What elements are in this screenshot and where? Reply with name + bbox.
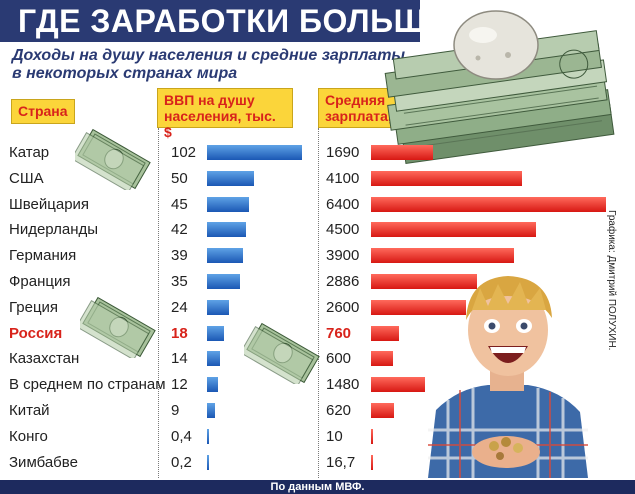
- wage-bar: [371, 248, 515, 264]
- table-row: Россия 18 760: [0, 321, 635, 347]
- wage-bar: [371, 403, 394, 418]
- wage-value-label: 2886: [326, 273, 360, 290]
- gdp-header-line-1: ВВП на душу: [164, 92, 255, 108]
- country-name: Германия: [9, 247, 77, 265]
- gdp-bar: [207, 325, 224, 341]
- wage-column-divider: [318, 128, 319, 478]
- table-row: Зимбабве 0,2 16,7: [0, 450, 635, 476]
- wage-value-label: 620: [326, 402, 352, 419]
- dollar-bill-icon: [75, 128, 151, 190]
- table-row: Швейцария 45 6400: [0, 192, 635, 218]
- wage-bar: [371, 170, 522, 186]
- wage-value-label: 4500: [326, 221, 360, 239]
- country-name: Нидерланды: [9, 221, 99, 239]
- gdp-value-label: 12: [171, 376, 188, 394]
- gdp-value-label: 102: [171, 144, 197, 161]
- country-name: Зимбабве: [9, 453, 78, 471]
- excited-man-illustration: [428, 276, 588, 478]
- gdp-bar: [207, 196, 249, 212]
- country-name: Казахстан: [9, 350, 80, 368]
- gdp-value-label: 9: [171, 402, 180, 419]
- wage-value-label: 1480: [326, 376, 360, 394]
- title-bar: ГДЕ ЗАРАБОТКИ БОЛЬШЕ: [0, 0, 448, 42]
- gdp-bar: [207, 299, 230, 315]
- gdp-value-label: 18: [171, 324, 188, 342]
- wage-bar: [371, 274, 477, 289]
- country-name: Швейцария: [9, 195, 90, 213]
- wage-value-label: 16,7: [326, 453, 356, 471]
- gdp-bar: [207, 274, 240, 289]
- footer-bar: По данным МВФ.: [0, 480, 635, 494]
- wage-value-label: 3900: [326, 247, 360, 265]
- country-name: Греция: [9, 298, 59, 316]
- gdp-bar: [207, 222, 247, 238]
- wage-value-label: 2600: [326, 298, 360, 316]
- wage-value-label: 6400: [326, 195, 360, 213]
- wage-header-line-2: зарплата, $: [325, 108, 404, 124]
- source-note: По данным МВФ.: [270, 481, 365, 493]
- wage-bar: [371, 325, 399, 341]
- gdp-value-label: 24: [171, 298, 188, 316]
- country-name: В среднем по странам: [9, 376, 166, 394]
- gdp-bar: [207, 170, 254, 186]
- table-row: США 50 4100: [0, 166, 635, 192]
- country-name: Китай: [9, 402, 50, 419]
- wage-bar: [371, 145, 434, 160]
- wage-bar: [371, 454, 373, 470]
- wage-value-label: 1690: [326, 144, 360, 161]
- gdp-column-divider: [158, 128, 159, 478]
- subtitle-line-1: Доходы на душу населения и средние зарпл…: [12, 47, 406, 64]
- subtitle-line-2: в некоторых странах мира: [12, 65, 238, 82]
- gdp-bar: [207, 403, 216, 418]
- gdp-value-label: 42: [171, 221, 188, 239]
- gdp-column-header: ВВП на душу населения, тыс. $: [157, 88, 293, 140]
- gdp-bar: [207, 454, 209, 470]
- gdp-value-label: 50: [171, 169, 188, 187]
- table-row: Катар 102 1690: [0, 140, 635, 166]
- gdp-bar: [207, 145, 302, 160]
- country-name: Конго: [9, 427, 48, 445]
- wage-bar: [371, 196, 606, 212]
- gdp-value-label: 45: [171, 195, 188, 213]
- wage-bar: [371, 351, 394, 367]
- wage-value-label: 760: [326, 324, 352, 342]
- gdp-value-label: 0,2: [171, 453, 192, 471]
- wage-header-line-1: Средняя: [325, 92, 386, 108]
- subtitle: Доходы на душу населения и средние зарпл…: [12, 47, 412, 83]
- wage-value-label: 10: [326, 427, 343, 445]
- table-row: Нидерланды 42 4500: [0, 217, 635, 243]
- table-row: В среднем по странам 12 1480: [0, 372, 635, 398]
- gdp-value-label: 14: [171, 350, 188, 368]
- gdp-bar: [207, 248, 244, 264]
- wage-bar: [371, 299, 467, 315]
- table-row: Греция 24 2600: [0, 295, 635, 321]
- wage-bar: [371, 428, 373, 444]
- gdp-bar: [207, 428, 209, 444]
- wage-bar: [371, 377, 426, 393]
- gdp-value-label: 39: [171, 247, 188, 265]
- dollar-bill-icon: [244, 322, 320, 384]
- table-row: Франция 35 2886: [0, 269, 635, 295]
- gdp-bar: [207, 351, 221, 367]
- table-row: Китай 9 620: [0, 398, 635, 424]
- country-name: Франция: [9, 273, 71, 290]
- page-title: ГДЕ ЗАРАБОТКИ БОЛЬШЕ: [18, 3, 449, 39]
- country-name: США: [9, 169, 44, 187]
- country-name: Катар: [9, 144, 50, 161]
- table-row: Германия 39 3900: [0, 243, 635, 269]
- table-row: Казахстан 14 600: [0, 346, 635, 372]
- wage-bar: [371, 222, 537, 238]
- graphics-credit: Графика: Дмитрий ПОЛУХИН.: [606, 210, 617, 351]
- table-row: Конго 0,4 10: [0, 424, 635, 450]
- gdp-value-label: 35: [171, 273, 188, 290]
- country-column-header: Страна: [11, 99, 75, 124]
- gdp-value-label: 0,4: [171, 427, 192, 445]
- gdp-bar: [207, 377, 219, 393]
- wage-value-label: 600: [326, 350, 352, 368]
- dollar-bill-icon: [80, 296, 156, 358]
- wage-value-label: 4100: [326, 169, 360, 187]
- gdp-header-line-2: населения, тыс. $: [164, 108, 276, 140]
- country-name: Россия: [9, 324, 63, 342]
